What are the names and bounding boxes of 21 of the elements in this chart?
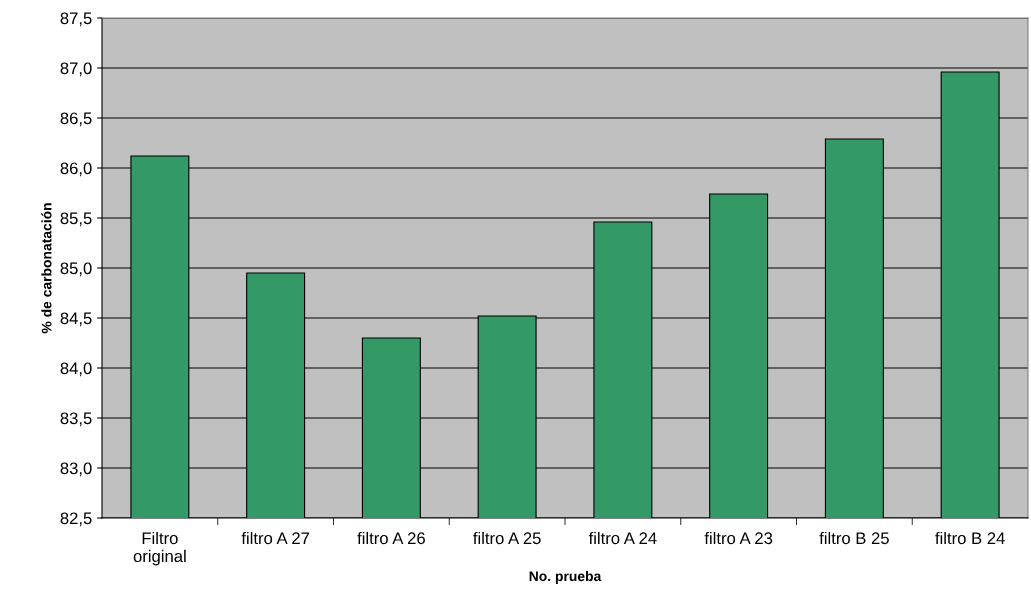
y-tick-label: 86,5 <box>60 112 92 127</box>
x-tick-label: filtro A 26 <box>357 531 425 545</box>
x-tick-label: filtro A 23 <box>704 531 773 545</box>
y-tick-label: 87,0 <box>60 62 92 77</box>
x-tick-label: filtro A 24 <box>588 531 657 545</box>
y-tick-label: 84,0 <box>60 362 92 377</box>
y-axis-title: % de carbonatación <box>41 203 52 334</box>
x-axis-title: No. prueba <box>529 570 602 584</box>
x-tick-label: filtro A 27 <box>241 531 310 545</box>
y-tick-label: 82,5 <box>60 512 92 527</box>
y-tick-label: 83,5 <box>60 412 92 427</box>
x-tick-label: filtro A 25 <box>473 531 541 545</box>
x-tick-label: Filtro original <box>133 531 186 566</box>
y-tick-label: 85,5 <box>60 212 92 227</box>
y-tick-label: 87,5 <box>60 12 92 27</box>
y-tick-label: 83,0 <box>60 462 92 477</box>
x-tick-label: filtro B 25 <box>819 531 889 545</box>
x-tick-label: filtro B 24 <box>935 531 1005 545</box>
y-tick-label: 86,0 <box>60 162 92 177</box>
y-tick-label: 84,5 <box>60 312 92 327</box>
y-tick-label: 85,0 <box>60 262 92 277</box>
